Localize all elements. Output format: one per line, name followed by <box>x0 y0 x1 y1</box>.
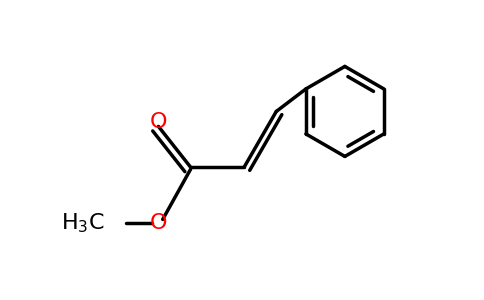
Text: H$_3$C: H$_3$C <box>61 211 105 235</box>
Text: O: O <box>150 213 167 233</box>
Text: O: O <box>150 112 167 132</box>
